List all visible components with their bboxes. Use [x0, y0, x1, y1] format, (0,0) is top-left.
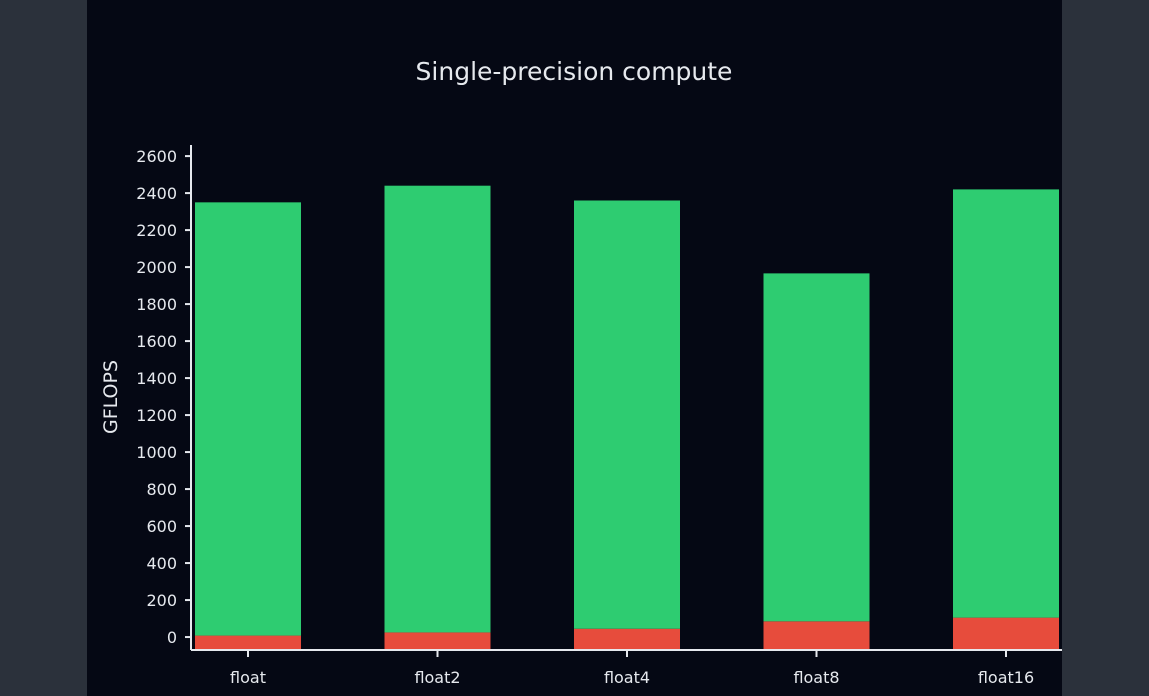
- bar-float-segment-1: [195, 635, 301, 650]
- y-tick-label: 1600: [136, 332, 177, 351]
- y-tick-label: 1200: [136, 406, 177, 425]
- bar-float2-segment-2: [384, 185, 491, 633]
- y-tick-label: 800: [146, 480, 177, 499]
- chart-panel: Single-precision compute 0 200 400 600 800 10…: [87, 0, 1062, 696]
- x-tick-label-float16: float16: [978, 668, 1034, 687]
- y-axis-label: GFLOPS: [100, 360, 122, 434]
- bar-float-segment-2: [195, 202, 301, 636]
- bar-chart: Single-precision compute 0 200 400 600 800 10…: [100, 57, 1062, 687]
- y-tick-label: 1000: [136, 443, 177, 462]
- y-tick-label: 1400: [136, 369, 177, 388]
- bar-float16-segment-2: [953, 189, 1059, 618]
- bars-group: [195, 185, 1059, 650]
- y-tick-label: 1800: [136, 295, 177, 314]
- y-tick-label: 0: [167, 628, 177, 647]
- y-tick-label: 2000: [136, 258, 177, 277]
- bar-float8-segment-1: [763, 621, 870, 650]
- bar-float16-segment-1: [953, 617, 1059, 650]
- bar-float8-segment-2: [763, 273, 870, 622]
- y-tick-label: 600: [146, 517, 177, 536]
- y-tick-label: 2400: [136, 184, 177, 203]
- y-tick-label: 200: [146, 591, 177, 610]
- x-tick-label-float4: float4: [604, 668, 650, 687]
- y-tick-label: 2600: [136, 147, 177, 166]
- x-axis-ticks: float float2 float4 float8 float16: [230, 650, 1034, 687]
- y-tick-label: 400: [146, 554, 177, 573]
- bar-float4-segment-1: [574, 628, 680, 650]
- bar-float2-segment-1: [384, 632, 491, 650]
- y-axis-ticks: 0 200 400 600 800 1000 1200 1400 1600 1800 2000 220…: [136, 147, 191, 647]
- x-tick-label-float2: float2: [414, 668, 460, 687]
- bar-float4-segment-2: [574, 200, 680, 629]
- y-tick-label: 2200: [136, 221, 177, 240]
- x-tick-label-float: float: [230, 668, 266, 687]
- x-tick-label-float8: float8: [793, 668, 839, 687]
- chart-title: Single-precision compute: [416, 57, 733, 86]
